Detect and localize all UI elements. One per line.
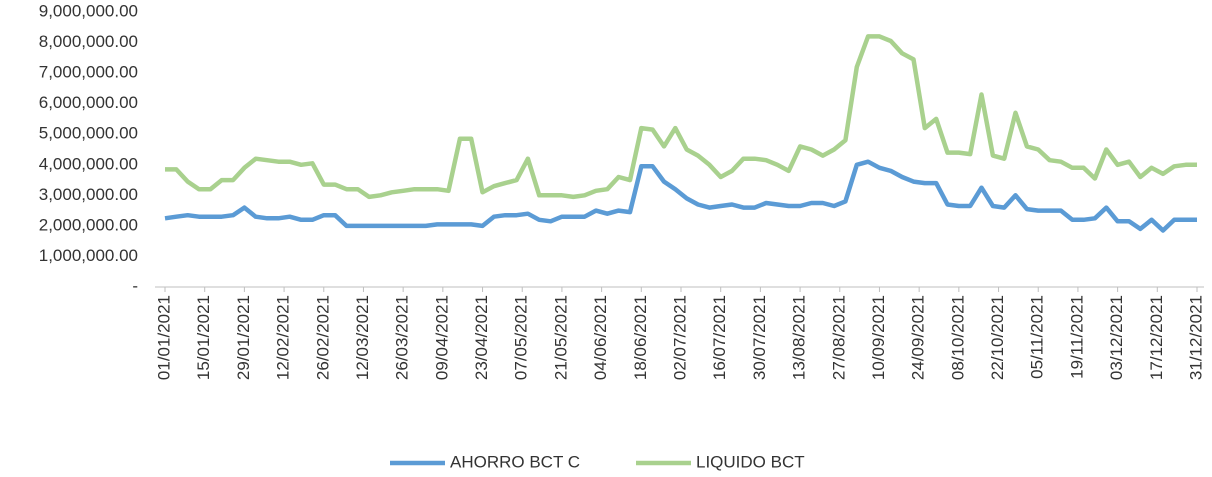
x-tick-label: 24/09/2021: [909, 295, 928, 380]
y-tick-label: 5,000,000.00: [39, 124, 138, 143]
series-line: [164, 159, 1197, 233]
x-tick-label: 10/09/2021: [869, 295, 888, 380]
x-tick-label: 19/11/2021: [1067, 295, 1086, 379]
x-tick-label: 30/07/2021: [750, 295, 769, 380]
x-tick-label: 02/07/2021: [670, 295, 689, 380]
x-tick-label: 12/02/2021: [274, 295, 293, 380]
x-tick-label: 16/07/2021: [710, 295, 729, 380]
y-tick-label: 4,000,000.00: [39, 154, 138, 173]
x-tick-label: 26/02/2021: [313, 295, 332, 380]
x-tick-label: 08/10/2021: [948, 295, 967, 380]
x-tick-label: 18/06/2021: [631, 295, 650, 380]
y-tick-label: 8,000,000.00: [39, 32, 138, 51]
x-tick-label: 27/08/2021: [829, 295, 848, 380]
y-tick-label: 9,000,000.00: [39, 1, 138, 20]
x-tick-label: 09/04/2021: [432, 295, 451, 380]
x-tick-label: 17/12/2021: [1147, 295, 1166, 380]
x-tick-label: 15/01/2021: [194, 295, 213, 380]
x-tick-label: 01/01/2021: [154, 295, 173, 380]
x-tick-label: 29/01/2021: [234, 295, 253, 380]
y-tick-label: 3,000,000.00: [39, 185, 138, 204]
series-line: [165, 34, 1197, 200]
x-tick-label: 21/05/2021: [551, 295, 570, 380]
x-tick-label: 04/06/2021: [591, 295, 610, 380]
y-tick-label: 2,000,000.00: [39, 215, 138, 234]
y-tick-label: 1,000,000.00: [39, 246, 138, 265]
x-tick-label: 26/03/2021: [393, 295, 412, 380]
x-tick-label: 05/11/2021: [1028, 295, 1047, 379]
x-tick-label: 13/08/2021: [790, 295, 809, 380]
y-tick-label: -: [132, 276, 138, 295]
x-tick-label: 31/12/2021: [1186, 295, 1205, 380]
x-tick-label: 23/04/2021: [472, 295, 491, 380]
legend-label: AHORRO BCT C: [450, 452, 580, 471]
y-tick-label: 6,000,000.00: [39, 93, 138, 112]
y-tick-label: 7,000,000.00: [39, 63, 138, 82]
x-tick-label: 03/12/2021: [1107, 295, 1126, 380]
x-tick-label: 07/05/2021: [512, 295, 531, 380]
legend-label: LIQUIDO BCT: [696, 452, 805, 471]
x-tick-label: 12/03/2021: [353, 295, 372, 380]
x-tick-label: 22/10/2021: [988, 295, 1007, 380]
